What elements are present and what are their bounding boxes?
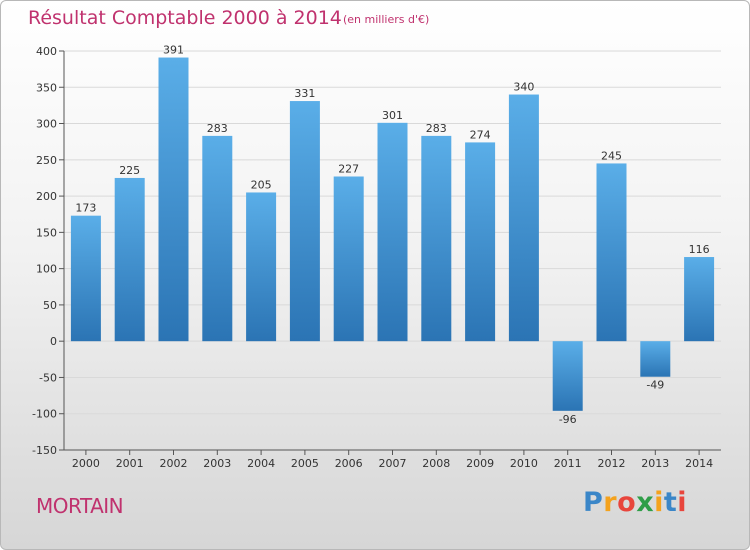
commune-name: MORTAIN [36,494,124,518]
x-tick-label: 2003 [203,457,231,470]
x-tick-label: 2011 [554,457,582,470]
y-tick-label: 250 [36,154,57,167]
bar [377,122,408,342]
y-tick-label: 300 [36,118,57,131]
y-tick-label: 0 [50,335,57,348]
data-label: 205 [251,178,272,191]
x-tick-label: 2009 [466,457,494,470]
data-label: 301 [382,109,403,122]
bar [552,341,583,411]
bar [114,177,145,342]
data-label: 245 [601,149,622,162]
bar [70,215,101,342]
chart-subtitle: (en milliers d'€) [343,13,430,26]
y-tick-label: 100 [36,263,57,276]
data-label: 391 [163,44,184,57]
bar [158,57,189,342]
data-label: 331 [294,87,315,100]
y-tick-label: 400 [36,45,57,58]
y-tick-label: 50 [43,299,57,312]
data-label: 340 [513,81,534,94]
x-tick-label: 2007 [379,457,407,470]
y-tick-label: 350 [36,81,57,94]
y-tick-label: 150 [36,226,57,239]
bar [421,135,452,342]
x-tick-label: 2006 [335,457,363,470]
x-tick-label: 2001 [116,457,144,470]
x-tick-label: 2004 [247,457,275,470]
data-label: 283 [426,122,447,135]
y-tick-label: -100 [32,408,57,421]
data-label: 283 [207,122,228,135]
x-tick-label: 2012 [598,457,626,470]
bar [202,135,233,342]
data-label: 225 [119,164,140,177]
data-label: 173 [75,202,96,215]
x-tick-label: 2013 [641,457,669,470]
bar [333,176,364,342]
x-tick-label: 2005 [291,457,319,470]
data-label: -49 [646,379,664,392]
bar [508,94,539,342]
x-tick-label: 2008 [422,457,450,470]
proxiti-logo[interactable]: Proxiti [583,487,688,518]
bar [596,163,627,342]
data-label: 274 [470,128,491,141]
x-tick-label: 2002 [160,457,188,470]
x-tick-label: 2014 [685,457,713,470]
bar [684,257,715,342]
data-label: 116 [689,243,710,256]
bar [289,101,320,342]
data-label: 227 [338,163,359,176]
bar [640,341,671,377]
bar [465,142,496,342]
y-tick-label: 200 [36,190,57,203]
chart-title: Résultat Comptable 2000 à 2014 [28,7,342,29]
data-label: -96 [559,413,577,426]
x-tick-label: 2010 [510,457,538,470]
x-tick-label: 2000 [72,457,100,470]
y-tick-label: -150 [32,444,57,457]
y-tick-label: -50 [39,371,57,384]
bar [246,192,277,342]
